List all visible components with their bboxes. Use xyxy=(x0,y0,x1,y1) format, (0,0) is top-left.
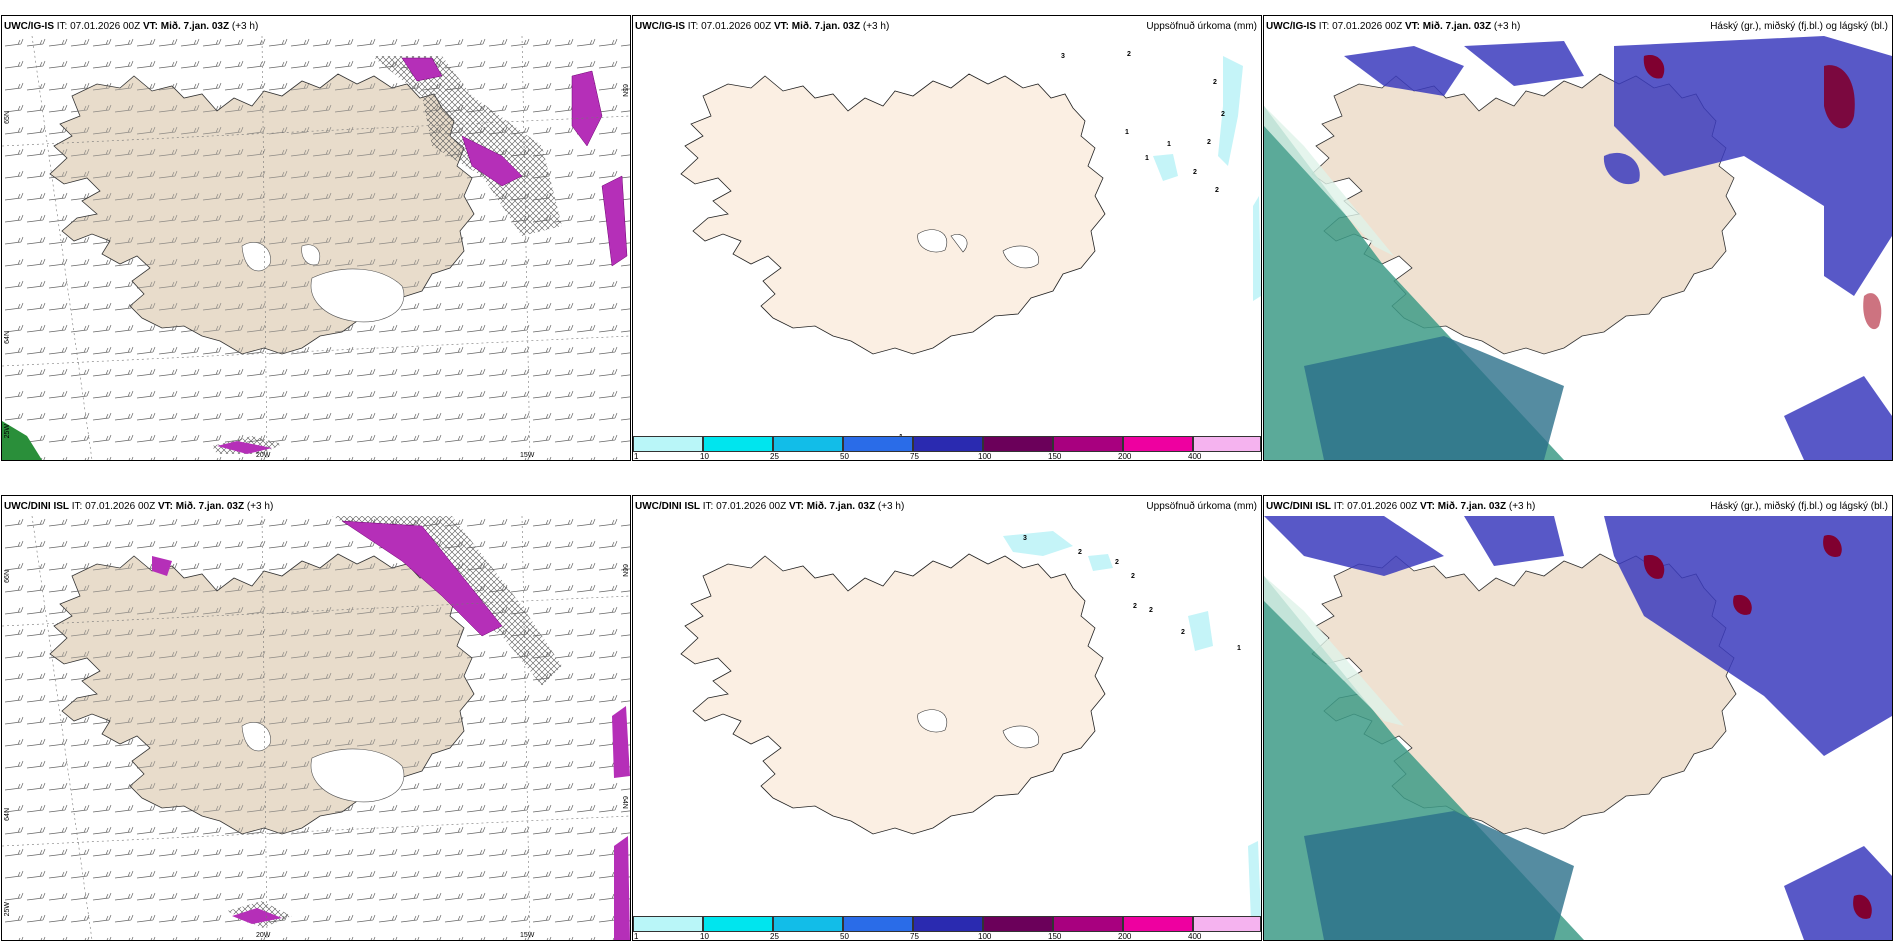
lon-label: 15W xyxy=(520,452,535,459)
lon-label: 25W xyxy=(4,902,11,917)
map-panel-clouds: UWC/DINI ISL IT: 07.01.2026 00Z VT: Mið.… xyxy=(1263,495,1893,941)
colorbar-tick: 200 xyxy=(1118,932,1132,941)
precip-value: 2 xyxy=(1193,169,1197,176)
precip-value: 2 xyxy=(1133,603,1137,610)
colorbar-tick: 1 xyxy=(634,452,639,461)
precip-value: 2 xyxy=(1127,51,1131,58)
panel-title: Uppsöfnuð úrkoma (mm) xyxy=(1146,21,1257,32)
colorbar-swatch xyxy=(703,916,773,932)
lat-label-right: 64N xyxy=(621,796,628,809)
colorbar-swatch xyxy=(633,436,703,452)
precip-value: 2 xyxy=(1131,573,1135,580)
colorbar: 1 10 25 50 75 100 150 200 400 xyxy=(633,914,1261,940)
precip-map: 3 2 1 2 2 1 1 2 2 2 1 xyxy=(680,51,1261,441)
colorbar-swatch xyxy=(843,436,913,452)
colorbar-swatch xyxy=(703,436,773,452)
precip-value: 2 xyxy=(1215,187,1219,194)
precip-value: 1 xyxy=(1145,155,1149,162)
panel-header: UWC/DINI ISL IT: 07.01.2026 00Z VT: Mið.… xyxy=(4,501,274,512)
colorbar-tick: 400 xyxy=(1188,932,1202,941)
colorbar-tick: 25 xyxy=(770,932,779,941)
colorbar-tick: 1 xyxy=(634,932,639,941)
colorbar-tick: 400 xyxy=(1188,452,1202,461)
map-panel-clouds: UWC/IG-IS IT: 07.01.2026 00Z VT: Mið. 7.… xyxy=(1263,15,1893,461)
map-panel-precip: UWC/DINI ISL IT: 07.01.2026 00Z VT: Mið.… xyxy=(632,495,1262,941)
map-panel-wind: UWC/IG-IS IT: 07.01.2026 00Z VT: Mið. 7.… xyxy=(1,15,631,461)
lon-label: 15W xyxy=(520,932,535,939)
panel-title: Uppsöfnuð úrkoma (mm) xyxy=(1146,501,1257,512)
panel-header: UWC/DINI ISL IT: 07.01.2026 00Z VT: Mið.… xyxy=(1266,501,1888,512)
panel-header: UWC/IG-IS IT: 07.01.2026 00Z VT: Mið. 7.… xyxy=(4,21,259,32)
precip-value: 2 xyxy=(1221,111,1225,118)
colorbar: 1 10 25 50 75 100 150 200 400 xyxy=(633,434,1261,460)
panel-header: UWC/IG-IS IT: 07.01.2026 00Z VT: Mið. 7.… xyxy=(1266,21,1888,32)
precip-value: 2 xyxy=(1149,607,1153,614)
colorbar-tick: 200 xyxy=(1118,452,1132,461)
colorbar-swatch xyxy=(983,916,1053,932)
lon-label: 20W xyxy=(256,932,271,939)
colorbar-swatch xyxy=(773,436,843,452)
lat-label: 64N xyxy=(4,808,11,821)
panel-title: Háský (gr.), miðský (fj.bl.) og lágský (… xyxy=(1710,501,1888,512)
cloud-map xyxy=(1264,36,1892,460)
colorbar-tick: 25 xyxy=(770,452,779,461)
colorbar-tick: 10 xyxy=(700,932,709,941)
lat-label-right: 66N xyxy=(621,564,628,577)
precip-value: 3 xyxy=(1061,53,1065,60)
lat-label: 66N xyxy=(4,570,11,583)
panel-header: UWC/DINI ISL IT: 07.01.2026 00Z VT: Mið.… xyxy=(635,501,1257,512)
colorbar-swatch xyxy=(1053,436,1123,452)
colorbar-swatch xyxy=(1193,916,1261,932)
colorbar-tick: 100 xyxy=(978,452,992,461)
colorbar-tick: 50 xyxy=(840,452,849,461)
precip-value: 2 xyxy=(1207,139,1211,146)
panel-header: UWC/IG-IS IT: 07.01.2026 00Z VT: Mið. 7.… xyxy=(635,21,1257,32)
precip-value: 2 xyxy=(1078,549,1082,556)
colorbar-swatch xyxy=(843,916,913,932)
colorbar-tick: 150 xyxy=(1048,452,1062,461)
lon-label: 25W xyxy=(4,424,11,439)
colorbar-swatch xyxy=(913,916,983,932)
precip-value: 2 xyxy=(1181,629,1185,636)
precip-map: 3 2 2 2 2 2 2 1 xyxy=(680,531,1261,921)
lat-label: 65N xyxy=(4,111,11,124)
lon-label: 20W xyxy=(256,452,271,459)
wind-map xyxy=(2,36,630,460)
precip-value: 1 xyxy=(1125,129,1129,136)
colorbar-tick: 75 xyxy=(910,932,919,941)
panel-title: Háský (gr.), miðský (fj.bl.) og lágský (… xyxy=(1710,21,1888,32)
colorbar-swatch xyxy=(1123,436,1193,452)
precip-value: 1 xyxy=(1167,141,1171,148)
precip-value: 3 xyxy=(1023,535,1027,542)
colorbar-swatch xyxy=(1193,436,1261,452)
wind-map xyxy=(2,516,630,940)
cloud-map xyxy=(1264,516,1892,940)
colorbar-swatch xyxy=(633,916,703,932)
precip-value: 2 xyxy=(1115,559,1119,566)
colorbar-tick: 75 xyxy=(910,452,919,461)
precip-value: 1 xyxy=(1237,645,1241,652)
lat-label: 64N xyxy=(4,331,11,344)
map-panel-wind: UWC/DINI ISL IT: 07.01.2026 00Z VT: Mið.… xyxy=(1,495,631,941)
lat-label-right: 65N xyxy=(621,84,628,97)
colorbar-swatch xyxy=(1123,916,1193,932)
colorbar-tick: 10 xyxy=(700,452,709,461)
colorbar-swatch xyxy=(983,436,1053,452)
map-panel-precip: UWC/IG-IS IT: 07.01.2026 00Z VT: Mið. 7.… xyxy=(632,15,1262,461)
colorbar-swatch xyxy=(913,436,983,452)
colorbar-swatch xyxy=(1053,916,1123,932)
colorbar-tick: 100 xyxy=(978,932,992,941)
colorbar-tick: 150 xyxy=(1048,932,1062,941)
precip-value: 2 xyxy=(1213,79,1217,86)
colorbar-tick: 50 xyxy=(840,932,849,941)
colorbar-swatch xyxy=(773,916,843,932)
